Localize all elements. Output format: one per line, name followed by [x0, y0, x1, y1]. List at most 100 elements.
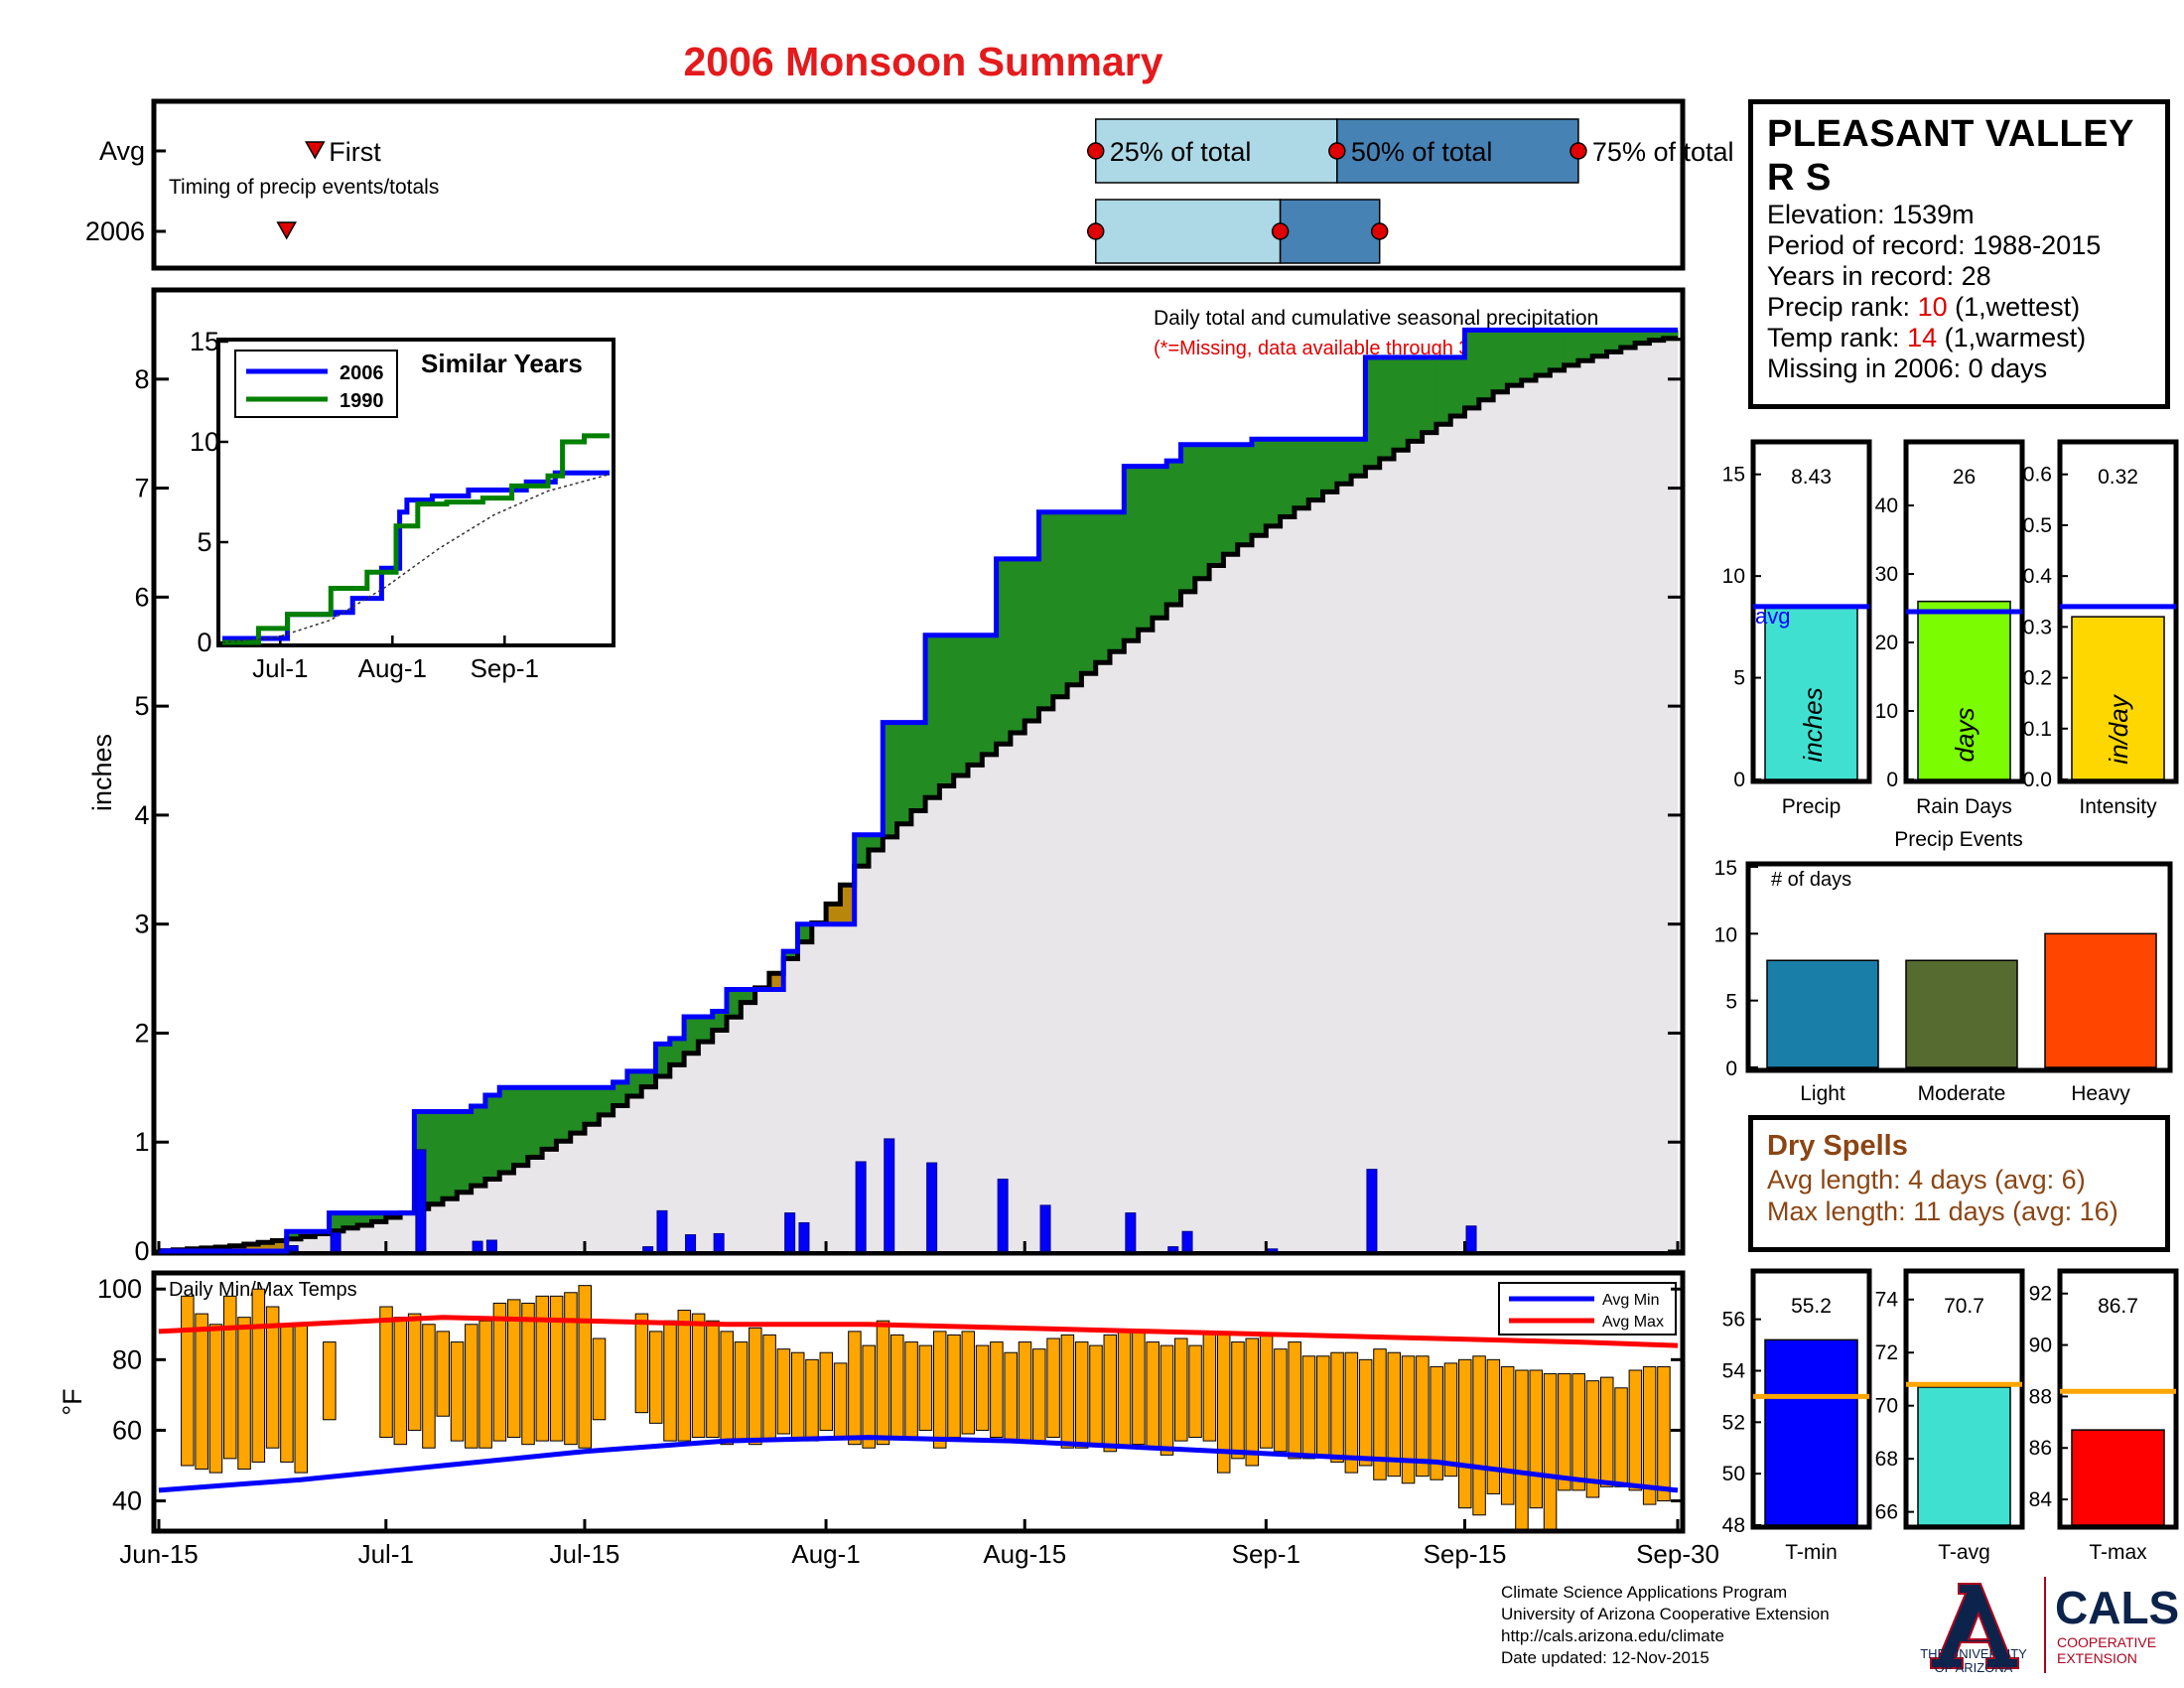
daily-temp-bar [1074, 1341, 1089, 1449]
daily-temp-bar [195, 1313, 208, 1471]
above-average-area [371, 1212, 387, 1222]
above-average-area [527, 1087, 543, 1158]
above-average-area [1493, 330, 1509, 392]
daily-temp-bar [251, 1288, 266, 1463]
daily-temp-bar [805, 1358, 819, 1442]
precip-ytick-label: 15 [1722, 464, 1745, 487]
timing-label-50: 50% of total [1351, 137, 1493, 167]
time-axis-label: Jul-1 [358, 1539, 414, 1569]
timing-marker-dot-avg [1328, 142, 1346, 160]
above-average-area [556, 1087, 572, 1142]
daily-temp-bar [492, 1302, 507, 1442]
above-average-area [1592, 330, 1608, 356]
footer-line-2: University of Arizona Cooperative Extens… [1501, 1605, 1830, 1623]
precip-ytick-label: 10 [1722, 565, 1745, 588]
daily-temp-bar [1146, 1341, 1160, 1449]
raindays-axis-label: Rain Days [1916, 795, 2012, 818]
daily-precip-bar [656, 1209, 668, 1252]
daily-temp-bar [1316, 1355, 1330, 1456]
station-elevation: Elevation: 1539m [1767, 200, 1975, 229]
daily-temp-bar [1543, 1373, 1558, 1530]
events-ytick-label: 0 [1725, 1057, 1737, 1080]
daily-precip-bar [1267, 1248, 1279, 1252]
footer-line-1: Climate Science Applications Program [1501, 1583, 1788, 1602]
main-ytick-label: 1 [134, 1127, 149, 1157]
timing-label-avg: Avg [99, 136, 145, 166]
daily-temp-bar [1529, 1369, 1544, 1509]
timing-marker-triangle-2006 [276, 221, 297, 240]
tavg-axis-label: T-avg [1938, 1541, 1990, 1564]
above-average-area [626, 1070, 642, 1097]
timing-marker-dot-2006 [1271, 222, 1290, 240]
above-average-area [1010, 558, 1025, 734]
daily-temp-bar [506, 1299, 521, 1439]
daily-temp-bar [720, 1331, 734, 1446]
above-average-area [939, 634, 955, 786]
timing-marker-dot-avg [1570, 142, 1587, 160]
daily-temp-bar [1614, 1387, 1628, 1487]
daily-temp-bar [521, 1302, 535, 1446]
inset-ytick-label: 10 [190, 427, 219, 457]
raindays-ytick-label: 30 [1875, 563, 1898, 586]
above-average-area [1138, 466, 1154, 631]
daily-temp-bar [222, 1295, 237, 1460]
temps-ytick-label: 60 [112, 1415, 142, 1445]
station-precip-rank: Precip rank: 10 (1,wettest) [1767, 292, 2151, 323]
above-average-area [357, 1212, 373, 1225]
above-average-area [1067, 511, 1083, 685]
above-average-area [300, 1231, 316, 1237]
cals-sub-line2: EXTENSION [2057, 1650, 2137, 1666]
daily-temp-bar [1060, 1334, 1075, 1449]
events-category-label: Light [1800, 1082, 1845, 1105]
time-axis-label: Aug-15 [983, 1539, 1066, 1569]
above-average-area [1280, 439, 1296, 517]
daily-precip-bar [784, 1212, 796, 1252]
time-axis-label: Sep-30 [1636, 1539, 1719, 1569]
above-average-area [484, 1095, 500, 1180]
above-average-area [1152, 466, 1167, 619]
below-average-area [840, 885, 856, 924]
tmax-bar [2071, 1429, 2165, 1526]
precip-unit-label: inches [1798, 687, 1828, 762]
above-average-area [741, 989, 756, 1003]
daily-precip-bar [642, 1246, 654, 1252]
daily-temp-bar [323, 1341, 337, 1421]
above-average-area [655, 1044, 671, 1077]
raindays-unit-label: days [1950, 708, 1979, 763]
daily-temp-bar [1571, 1373, 1585, 1491]
intensity-ytick-label: 0.4 [2023, 565, 2053, 588]
temps-legend-label-min: Avg Min [1602, 1292, 1660, 1309]
events-ytick-label: 15 [1714, 857, 1737, 880]
tmax-ytick-label: 90 [2029, 1335, 2052, 1357]
daily-temp-bar [634, 1313, 649, 1414]
daily-temp-bar [1387, 1351, 1402, 1477]
daily-precip-bar [713, 1232, 725, 1252]
daily-temp-bar [990, 1341, 1004, 1439]
events-bar-moderate [1905, 959, 2018, 1068]
temps-ylabel: °F [58, 1388, 87, 1415]
daily-temp-bar [549, 1295, 564, 1442]
tmax-ytick-label: 88 [2029, 1385, 2052, 1408]
daily-temp-bar [578, 1285, 592, 1449]
timing-caption: Timing of precip events/totals [169, 176, 439, 199]
daily-temp-bar [1500, 1365, 1515, 1505]
main-ytick-label: 0 [134, 1236, 149, 1266]
daily-temp-bar [1472, 1355, 1486, 1516]
above-average-area [1194, 444, 1210, 579]
above-average-area [698, 1016, 714, 1043]
below-average-area [272, 1240, 288, 1251]
inset-legend-box [234, 350, 398, 418]
above-average-area [457, 1111, 473, 1193]
figure-title: 2006 Monsoon Summary [683, 39, 1162, 84]
time-axis-label: Sep-15 [1424, 1539, 1507, 1569]
daily-temp-bar [535, 1295, 550, 1442]
daily-temp-bar [1188, 1344, 1202, 1439]
ua-text-line2: OF ARIZONA [1935, 1660, 2013, 1675]
inset-legend-label-1990: 1990 [340, 390, 384, 412]
precip-ytick-label: 0 [1733, 769, 1745, 791]
above-average-area [996, 558, 1012, 745]
main-ytick-label: 3 [134, 910, 149, 939]
avg-max-temp-line [158, 1315, 1679, 1348]
daily-temp-bar [379, 1306, 393, 1439]
intensity-axis-label: Intensity [2079, 795, 2157, 818]
